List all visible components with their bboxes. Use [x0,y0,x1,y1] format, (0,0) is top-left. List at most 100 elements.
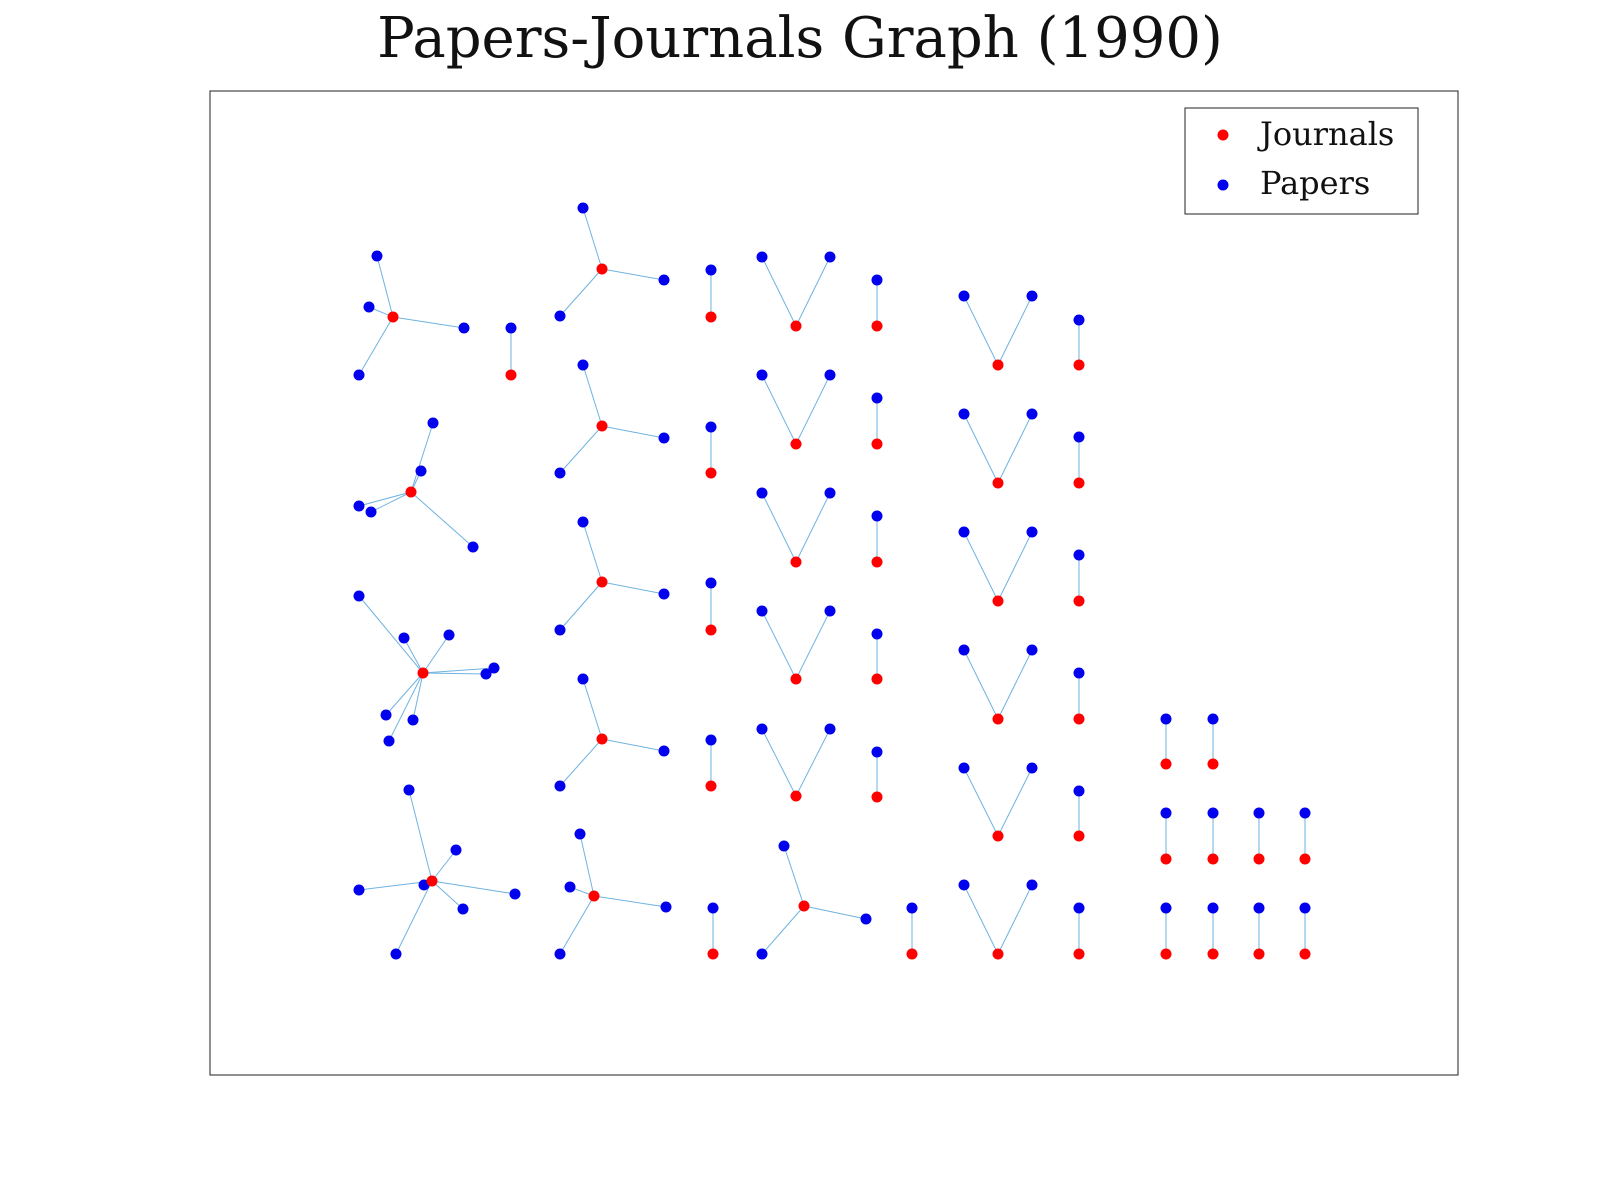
paper-node [577,516,589,528]
paper-node [871,274,883,286]
journal-node [426,875,438,887]
paper-node [958,644,970,656]
paper-node [871,392,883,404]
journal-node [588,890,600,902]
journal-node [1299,853,1311,865]
edge [761,492,797,563]
paper-node [407,714,419,726]
paper-node [371,250,383,262]
paper-node [958,408,970,420]
paper-node [756,251,768,263]
paper-node [363,301,375,313]
paper-node [554,310,566,322]
edge [803,905,867,920]
paper-node [658,274,670,286]
edge [559,268,603,317]
edge [410,422,434,493]
journal-node [1073,948,1085,960]
journal-node [871,320,883,332]
edge [358,316,394,376]
paper-node [365,506,377,518]
journal-node [871,438,883,450]
edge [358,491,412,507]
plot-frame [209,90,1459,1076]
journal-node [1207,758,1219,770]
paper-node [1207,902,1219,914]
edge [761,256,797,327]
edge [559,895,595,955]
paper-node [1026,526,1038,538]
legend-box [1184,107,1419,215]
legend-journals-label: Journals [1257,115,1394,153]
paper-node [1073,431,1085,443]
edge [431,880,516,895]
paper-node [1299,807,1311,819]
paper-node [554,948,566,960]
edge [761,905,805,955]
chart-title: Papers-Journals Graph (1990) [377,6,1223,71]
paper-node [1073,549,1085,561]
paper-node [554,780,566,792]
paper-node [1026,879,1038,891]
journal-node [906,948,918,960]
paper-node [554,467,566,479]
paper-node [871,628,883,640]
edge [963,295,999,366]
paper-node [415,465,427,477]
paper-node [1160,713,1172,725]
paper-node [577,359,589,371]
journal-node [1253,948,1265,960]
paper-node [958,526,970,538]
paper-node [1299,902,1311,914]
journal-node [871,791,883,803]
edge [582,207,603,270]
edge [582,364,603,427]
nodes-layer [353,202,1311,960]
edge [559,738,603,787]
paper-node [380,709,392,721]
paper-node [756,948,768,960]
paper-node [1073,314,1085,326]
edge [997,413,1033,484]
paper-node [824,723,836,735]
edge [422,672,487,675]
journal-node [417,667,429,679]
journal-node [1073,713,1085,725]
paper-node [705,421,717,433]
paper-node [860,913,872,925]
edge [795,610,831,680]
edge [431,849,457,882]
edge [963,884,999,955]
paper-node [707,902,719,914]
journal-node [871,673,883,685]
paper-node [871,510,883,522]
paper-node [778,840,790,852]
paper-node [403,784,415,796]
paper-node [1026,762,1038,774]
journal-node [992,359,1004,371]
legend-paper-marker [1217,179,1229,191]
paper-node [457,903,469,915]
journal-node [790,320,802,332]
edge [963,413,999,484]
journal-node [871,556,883,568]
journal-node [596,733,608,745]
edge [795,374,831,445]
journal-node [1073,595,1085,607]
edge [761,728,797,797]
legend-journal-marker [1217,129,1229,141]
edge [376,255,394,318]
paper-node [871,746,883,758]
edge [795,728,831,797]
journal-node [705,311,717,323]
edge [385,672,424,716]
edge [761,374,797,445]
paper-node [824,605,836,617]
journal-node [505,369,517,381]
journal-node [798,900,810,912]
journal-node [1073,477,1085,489]
edge [392,316,465,329]
legend: Journals Papers [1184,107,1419,215]
paper-node [705,734,717,746]
journal-node [992,713,1004,725]
